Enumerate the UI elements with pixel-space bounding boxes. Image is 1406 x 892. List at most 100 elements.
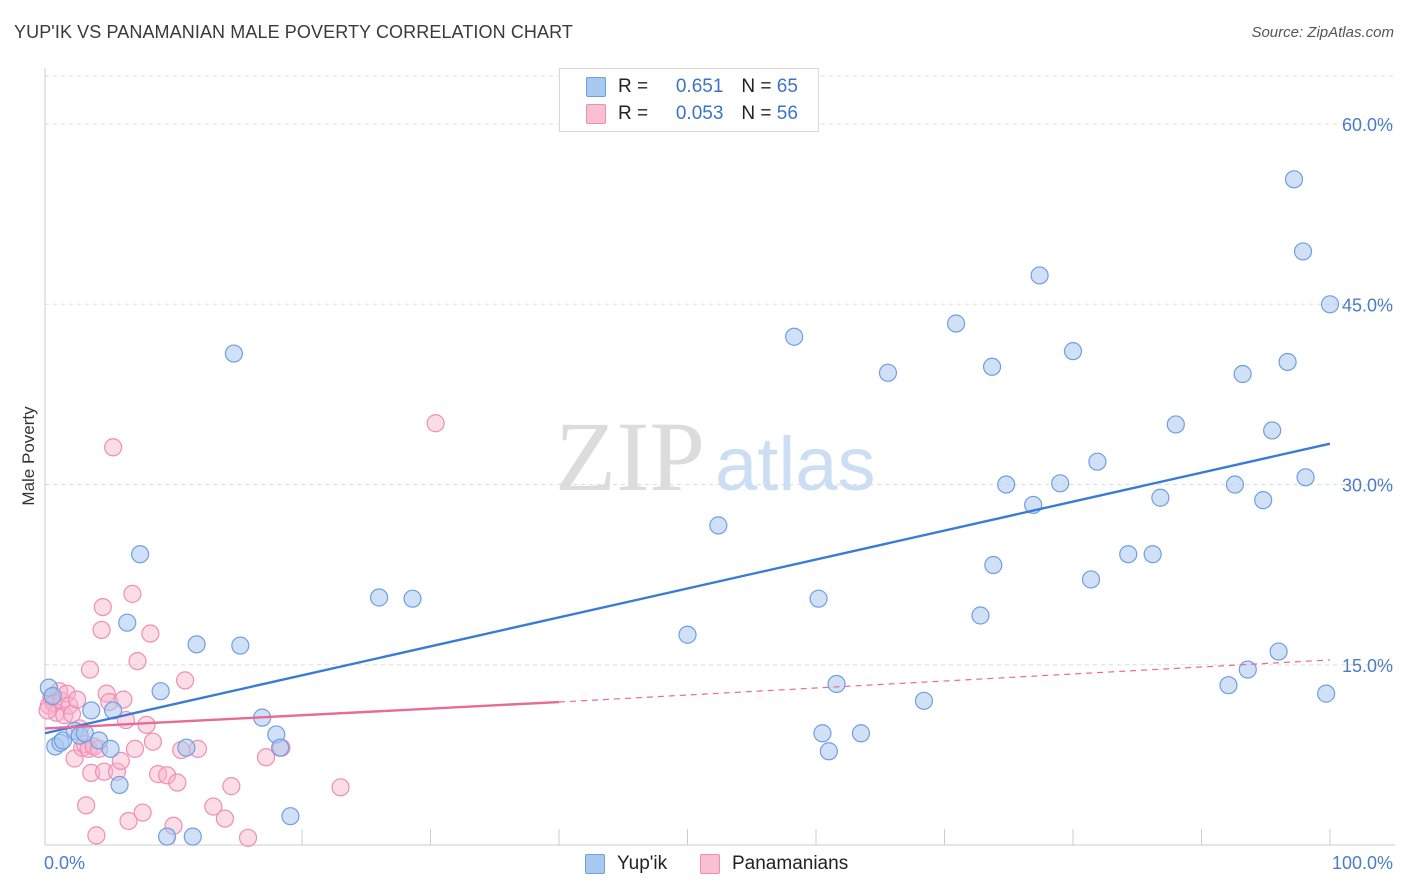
yupik-point	[914, 691, 934, 710]
panamanians-point	[55, 706, 74, 725]
yupik-point	[997, 475, 1016, 494]
y-tick-label: 60.0%	[1342, 115, 1393, 135]
legend-n-value: 56	[776, 103, 798, 124]
panamanians-point	[128, 652, 147, 671]
yupik-point	[1238, 660, 1257, 679]
legend-n-label: N =	[741, 103, 772, 124]
panamanians-point	[137, 715, 156, 734]
panamanians-point	[119, 811, 138, 831]
yupik-point	[271, 738, 290, 757]
yupik-point	[1263, 421, 1282, 440]
yupik-point	[1269, 642, 1288, 661]
yupik-point	[1088, 452, 1107, 471]
yupik-point	[678, 625, 697, 644]
panamanians-point	[238, 828, 258, 847]
yupik-point	[1166, 415, 1185, 434]
yupik-point	[157, 827, 177, 846]
y-tick-label: 30.0%	[1342, 476, 1393, 496]
panamanians-point	[256, 748, 276, 767]
yupik-trend-line	[44, 442, 1331, 735]
panamanians-point	[87, 826, 106, 845]
yupik-point	[1225, 475, 1245, 494]
panamanians-point	[133, 803, 152, 822]
yupik-point	[709, 516, 728, 535]
yupik-point	[1119, 545, 1138, 564]
yupik-point	[851, 724, 871, 743]
yupik-point	[177, 738, 196, 757]
panamanians-point	[331, 778, 350, 797]
panamanians-point	[104, 438, 123, 457]
legend-n-value: 65	[776, 76, 798, 97]
yupik-point	[982, 357, 1002, 376]
panamanians-point	[215, 809, 234, 828]
yupik-point	[1219, 676, 1238, 695]
y-tick-label: 15.0%	[1342, 656, 1393, 676]
series-yupik	[39, 170, 1340, 846]
yupik-point	[813, 724, 832, 743]
legend-swatch-panamanians	[586, 104, 606, 124]
yupik-point	[1030, 266, 1049, 285]
yupik-point	[1293, 242, 1313, 261]
bottom-legend-panamanians: Panamanians	[700, 852, 848, 876]
trend-lines	[44, 442, 1331, 735]
legend-r-label: R =	[618, 103, 649, 124]
yupik-point	[827, 674, 846, 694]
yupik-point	[151, 682, 170, 701]
panamanians-point	[68, 690, 87, 709]
panamanians-point	[168, 773, 187, 792]
watermark: ZIP atlas	[555, 401, 876, 512]
panamanians-point	[80, 660, 100, 679]
panamanians-point	[92, 620, 111, 640]
panamanians-point	[143, 732, 163, 751]
yupik-point	[110, 775, 129, 795]
source-label: Source: ZipAtlas.com	[1251, 24, 1394, 41]
yupik-point	[1278, 352, 1297, 372]
watermark-zip: ZIP	[555, 401, 705, 512]
yupik-point	[819, 742, 838, 761]
yupik-point	[1063, 342, 1083, 361]
panamanians-point	[77, 796, 96, 815]
yupik-point	[1317, 684, 1336, 703]
panamanians-point	[426, 414, 445, 433]
yupik-point	[130, 545, 150, 564]
yupik-point	[118, 613, 137, 632]
yupik-point	[1151, 488, 1170, 507]
yupik-point	[1254, 491, 1273, 510]
series-panamanians	[38, 414, 445, 847]
yupik-point	[1320, 295, 1340, 314]
y-axis-label: Male Poverty	[19, 406, 38, 506]
panamanians-point	[123, 584, 142, 603]
yupik-point	[809, 589, 828, 608]
x-tick-label: 0.0%	[44, 853, 85, 873]
yupik-point	[1081, 570, 1101, 589]
yupik-point	[403, 589, 422, 608]
bottom-legend-swatch-panamanians	[700, 854, 720, 874]
yupik-point	[1296, 468, 1315, 487]
yupik-point	[1143, 545, 1162, 564]
yupik-point	[183, 827, 202, 846]
yupik-point	[82, 701, 101, 720]
yupik-point	[1233, 364, 1252, 384]
panamanians-trend-line	[44, 700, 560, 730]
legend-r-value: 0.651	[675, 76, 724, 97]
yupik-point	[971, 606, 990, 625]
panamanians-point	[93, 597, 112, 617]
bottom-legend-swatch-yupik	[585, 854, 605, 874]
yupik-point	[224, 344, 243, 363]
legend-r-label: R =	[618, 76, 649, 97]
panamanians-point	[125, 739, 145, 758]
yupik-point	[946, 314, 966, 333]
y-tick-label: 45.0%	[1342, 295, 1393, 315]
yupik-point	[785, 327, 804, 346]
yupik-point	[878, 363, 898, 382]
legend-row-panamanians: R = 0.053 N = 56	[586, 102, 798, 126]
yupik-point	[231, 636, 250, 655]
legend-r-value: 0.053	[675, 103, 724, 124]
panamanians-point	[111, 751, 130, 770]
panamanians-point	[157, 766, 177, 785]
yupik-point	[1051, 474, 1070, 493]
watermark-atlas: atlas	[715, 422, 876, 507]
yupik-point	[101, 739, 120, 758]
yupik-point	[984, 555, 1003, 575]
